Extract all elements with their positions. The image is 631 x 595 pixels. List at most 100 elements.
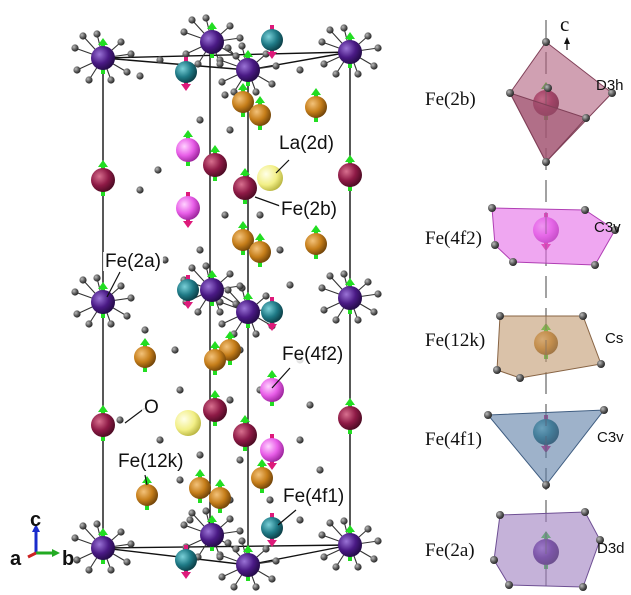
polyhedron-oxygen [582, 114, 590, 122]
oxygen-atom [332, 563, 340, 571]
polyhedron-oxygen [505, 581, 513, 589]
oxygen-atom [136, 186, 144, 194]
fe-12k-atom [251, 459, 273, 493]
polyhedron-oxygen [581, 508, 589, 516]
oxygen-atom [107, 76, 115, 84]
polyhedron-oxygen [597, 360, 605, 368]
polyhedron-oxygen [496, 511, 504, 519]
polyhedron-oxygen [493, 366, 501, 374]
oxygen-atom [236, 282, 244, 290]
oxygen-atom [252, 88, 260, 96]
oxygen-atom [374, 537, 382, 545]
oxygen-atom [320, 306, 328, 314]
fe-4f1-atom [175, 57, 197, 91]
coordination-polyhedra [484, 20, 619, 591]
fe-4f2-atom [260, 370, 284, 406]
fe-2a-atom [338, 525, 362, 561]
polyhedron-fe-4f2 [491, 207, 616, 266]
oxygen-atom [196, 451, 204, 459]
oxygen-atom [262, 545, 270, 553]
oxygen-atom [182, 50, 190, 58]
oxygen-atom [340, 270, 348, 278]
polyhedron-fe-12k [496, 315, 602, 379]
oxygen-atom [374, 290, 382, 298]
polyhedron-site-fe-2a: Fe(2a) [425, 540, 475, 561]
oxygen-atom [188, 16, 196, 24]
polyhedron-oxygen [542, 158, 550, 166]
axis-label-b: b [62, 548, 75, 570]
oxygen-atom [221, 211, 229, 219]
oxygen-atom [232, 52, 240, 60]
oxygen-atom [230, 583, 238, 591]
oxygen-atom [320, 60, 328, 68]
oxygen-atom [286, 281, 294, 289]
oxygen-atom [71, 534, 79, 542]
oxygen-atom [73, 556, 81, 564]
fe-2a-atom [236, 545, 260, 581]
oxygen-atom [176, 386, 184, 394]
polyhedron-fe-4f1 [486, 409, 606, 486]
oxygen-atom [79, 522, 87, 530]
polyhedron-oxygen [611, 226, 619, 234]
polyhedron-site-fe-4f2: Fe(4f2) [425, 228, 482, 249]
oxygen-atom [236, 527, 244, 535]
oxygen-atom [156, 56, 164, 64]
polyhedron-oxygen [608, 89, 616, 97]
oxygen-atom [71, 44, 79, 52]
oxygen-atom [93, 274, 101, 282]
oxygen-atom [272, 557, 280, 565]
oxygen-atom [316, 466, 324, 474]
polyhedron-oxygen [516, 374, 524, 382]
fe-2b-atom [233, 415, 257, 451]
oxygen-atom [326, 26, 334, 34]
polyhedron-oxygen [591, 261, 599, 269]
oxygen-atom [306, 401, 314, 409]
oxygen-atom [73, 66, 81, 74]
oxygen-atom [374, 44, 382, 52]
oxygen-atom [340, 517, 348, 525]
oxygen-atom [216, 60, 224, 68]
fe-2a-atom [338, 278, 362, 314]
oxygen-atom [180, 521, 188, 529]
oxygen-atom [218, 320, 226, 328]
oxygen-atom [202, 14, 210, 22]
polyhedron-oxygen [484, 411, 492, 419]
oxygen-atom [354, 316, 362, 324]
oxygen-atom [93, 520, 101, 528]
oxygen-atom [266, 496, 274, 504]
oxygen-atom [370, 62, 378, 70]
fe-12k-atom [249, 96, 271, 130]
oxygen-atom [224, 539, 232, 547]
fe-2a-atom [236, 50, 260, 86]
oxygen-atom [276, 246, 284, 254]
fe-4f2-atom [176, 192, 200, 228]
c-axis-arrow [564, 37, 570, 50]
oxygen-atom [73, 310, 81, 318]
polyhedron-oxygen [596, 536, 604, 544]
oxygen-atom [226, 22, 234, 30]
polyhedron-oxygen [496, 312, 504, 320]
oxygen-atom [370, 308, 378, 316]
oxygen-atom [238, 42, 246, 50]
fe-2a-atom [200, 22, 224, 58]
la-2d-atom [175, 410, 201, 436]
oxygen-atom [117, 282, 125, 290]
polyhedron-site-fe-4f1: Fe(4f1) [425, 429, 482, 450]
fe-4f1-atom [261, 513, 283, 547]
polyhedron-oxygen [506, 89, 514, 97]
fe-2a-atom [200, 515, 224, 551]
oxygen-atom [332, 70, 340, 78]
oxygen-atom [180, 28, 188, 36]
oxygen-atom [272, 62, 280, 70]
oxygen-atom [268, 575, 276, 583]
oxygen-atom [202, 507, 210, 515]
oxygen-atom [364, 525, 372, 533]
oxygen-atom [226, 515, 234, 523]
oxygen-atom [85, 566, 93, 574]
fe-4f1-atom [261, 297, 283, 331]
axis-label-a: a [10, 548, 22, 570]
polyhedron-symmetry-d3d: D3d [597, 540, 625, 557]
c-axis-label-right: c [560, 12, 570, 36]
oxygen-atom [107, 566, 115, 574]
oxygen-atom [364, 32, 372, 40]
